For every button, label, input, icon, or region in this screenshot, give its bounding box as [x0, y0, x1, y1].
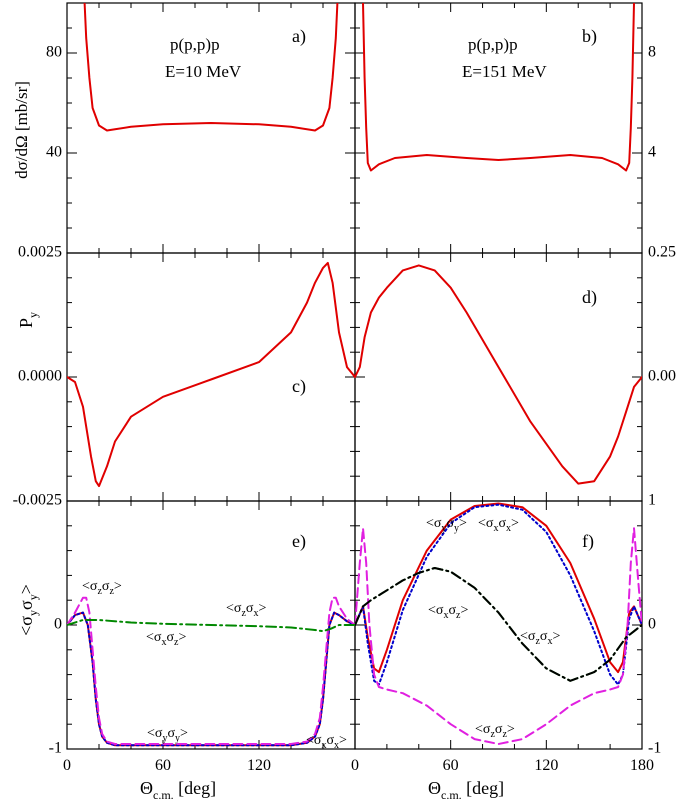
panel-c-label: c): [292, 376, 306, 397]
x-tick-label-f: 120: [534, 757, 558, 774]
y-tick-label-f: 1: [648, 492, 656, 509]
ann-e-sxsz: <σxσz>: [146, 630, 186, 648]
series-e-dashdot: [67, 619, 355, 633]
series-f-dashed: [355, 527, 642, 745]
y-tick-label-f: 0: [648, 616, 656, 633]
panel-f-label: f): [582, 531, 594, 552]
ann-e-szsz: <σzσz>: [82, 579, 122, 597]
x-axis-label-left: Θc.m. [deg]: [140, 778, 216, 802]
panel-a-ylabel: dσ/dΩ [mb/sr]: [12, 81, 31, 179]
panel-a-label: a): [292, 26, 306, 47]
y-tick-label-c: 0.0025: [18, 244, 62, 261]
x-tick-label-e: 0: [63, 757, 71, 774]
panel-f-annotations: <σyσy> <σxσx> <σxσz> <σzσx> <σzσz>: [426, 516, 560, 740]
panel-b-reaction: p(p,p)p: [468, 35, 518, 54]
y-tick-label-e: 0: [54, 616, 62, 633]
panel-d-frame: [354, 252, 643, 502]
y-tick-label-c: -0.0025: [13, 492, 62, 509]
series-group-b: [362, 3, 635, 172]
x-tick-label-e: 120: [247, 757, 271, 774]
y-tick-label-c: 0.0000: [18, 368, 62, 385]
series-e-dotted: [67, 611, 355, 747]
x-axis-label-right: Θc.m. [deg]: [428, 778, 504, 802]
series-f-dotted: [355, 503, 642, 686]
y-tick-label-d: 0.00: [648, 368, 676, 385]
ann-f-sysy: <σyσy>: [426, 516, 467, 534]
ann-e-sysy: <σyσy>: [147, 726, 188, 744]
series-group-c: [67, 261, 355, 488]
panel-e-label: e): [292, 531, 306, 552]
series-f-dashdot: [355, 567, 642, 682]
x-tick-label-e: 60: [155, 757, 171, 774]
y-tick-label-b: 4: [648, 144, 656, 161]
y-tick-label-b: 8: [648, 44, 656, 61]
series-e-dashed: [67, 596, 355, 745]
series-group-f: [355, 502, 642, 745]
panel-b-label: b): [582, 26, 597, 47]
panel-a-reaction: p(p,p)p: [170, 35, 220, 54]
y-tick-label-e: -1: [49, 740, 62, 757]
series-a-solid: [83, 3, 339, 132]
series-e-solid: [67, 611, 355, 747]
y-tick-label-a: 80: [46, 44, 62, 61]
series-group-a: [83, 3, 339, 132]
ann-e-szsx: <σzσx>: [226, 601, 266, 619]
ann-f-sxsz: <σxσz>: [428, 603, 468, 621]
panel-a-energy: E=10 MeV: [165, 62, 242, 81]
y-tick-label-f: -1: [648, 740, 661, 757]
ann-f-szsz: <σzσz>: [475, 722, 515, 740]
y-tick-label-a: 40: [46, 144, 62, 161]
panel-e-ylabel: <σyσy>: [16, 584, 40, 636]
ann-f-sxsx: <σxσx>: [478, 516, 519, 534]
series-f-solid: [355, 502, 642, 674]
curves: [67, 3, 642, 747]
ann-e-sxsx: <σxσx>: [306, 733, 347, 751]
ann-f-szsx: <σzσx>: [520, 629, 560, 647]
x-tick-label-f: 60: [443, 757, 459, 774]
panel-c-ylabel: Py: [16, 312, 40, 328]
panel-d-label: d): [582, 287, 597, 308]
series-c-solid: [67, 261, 355, 488]
panel-e-annotations: <σzσz> <σxσz> <σzσx> <σyσy> <σxσx>: [82, 579, 347, 751]
series-group-d: [355, 264, 642, 485]
x-tick-label-e: 0: [351, 757, 359, 774]
y-tick-label-d: 0.25: [648, 244, 676, 261]
series-b-solid: [362, 3, 635, 172]
series-group-e: [67, 596, 355, 747]
series-d-solid: [355, 264, 642, 485]
panel-b-energy: E=151 MeV: [462, 62, 547, 81]
x-tick-label-f: 180: [630, 757, 654, 774]
